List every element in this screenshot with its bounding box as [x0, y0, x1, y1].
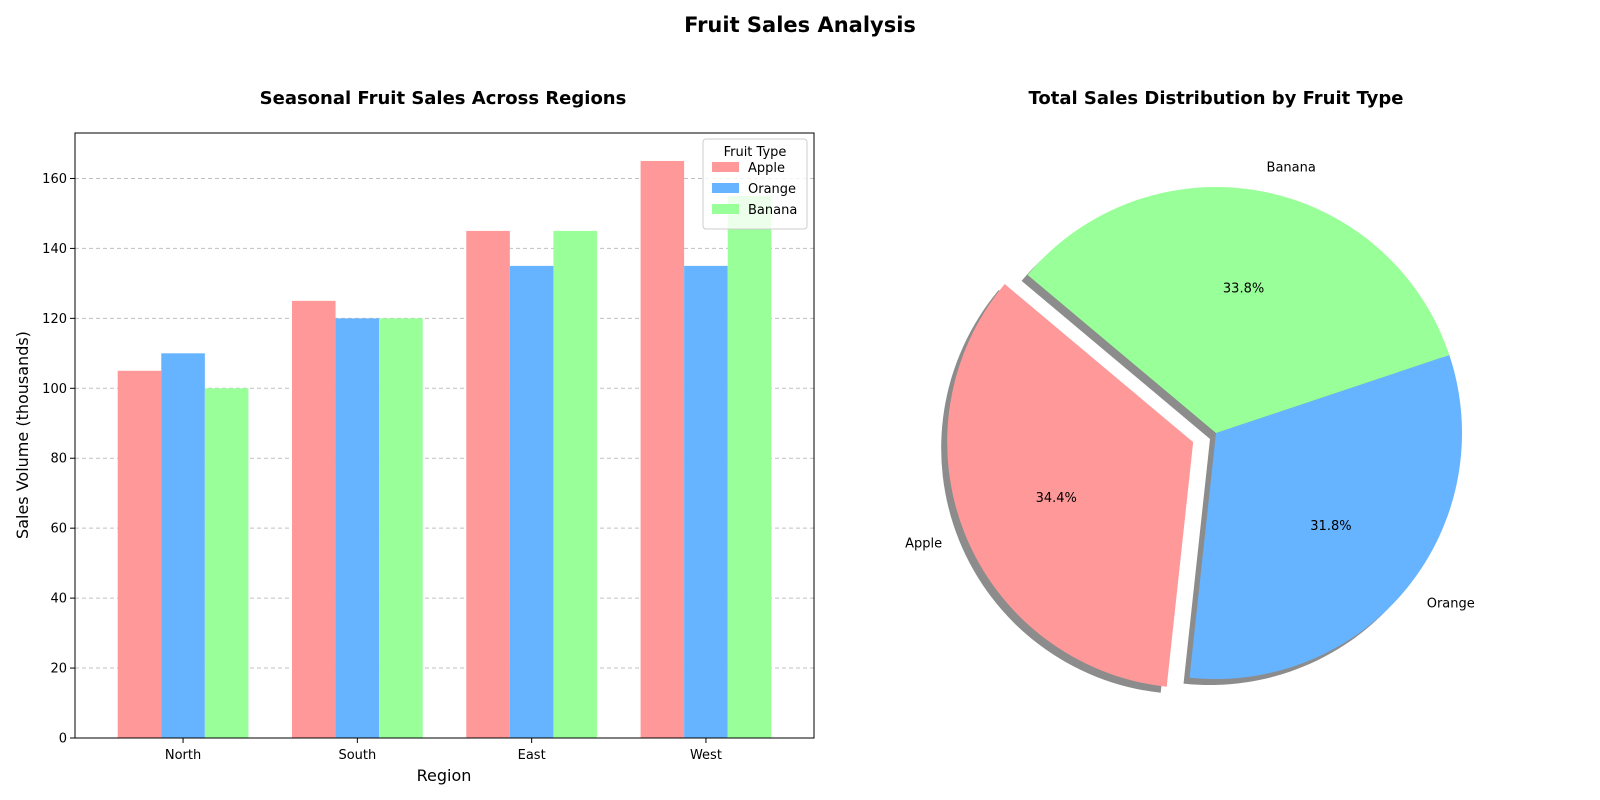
bar-orange-north — [161, 353, 205, 738]
y-tick-label: 0 — [59, 732, 67, 747]
bar-banana-west — [727, 195, 772, 738]
pie-chart-wedges — [947, 186, 1463, 687]
x-tick-label-east: East — [518, 748, 546, 763]
pie-label-apple: Apple — [905, 537, 942, 552]
x-tick-label-south: South — [338, 748, 376, 763]
pie-percent-apple: 34.4% — [1036, 491, 1077, 506]
bar-apple-west — [640, 160, 685, 739]
bar-chart-y-ticks: 0 20 40 60 80 100 120 140 160 — [42, 172, 75, 747]
pie-chart-labels: Apple 34.4% Orange 31.8% Banana 33.8% — [905, 161, 1475, 612]
legend-label-orange: Orange — [748, 182, 796, 197]
legend-label-banana: Banana — [748, 203, 797, 218]
x-tick-label-north: North — [165, 748, 201, 763]
pie-label-orange: Orange — [1427, 596, 1475, 611]
y-tick-label: 80 — [50, 452, 67, 467]
pie-label-banana: Banana — [1267, 161, 1316, 176]
pie-wedge-banana — [1027, 186, 1450, 433]
bar-chart-frame — [74, 132, 815, 739]
bar-orange-west — [684, 265, 728, 738]
y-tick-label: 120 — [42, 312, 67, 327]
y-tick-label: 100 — [42, 382, 67, 397]
pie-percent-orange: 31.8% — [1310, 519, 1351, 534]
bar-apple-north — [117, 370, 162, 738]
bar-chart-x-ticks: North South East West — [165, 738, 722, 763]
pie-wedge-apple — [947, 284, 1194, 687]
bar-banana-south — [379, 318, 423, 738]
figure-suptitle: Fruit Sales Analysis — [684, 13, 916, 37]
pie-percent-banana: 33.8% — [1223, 281, 1264, 296]
y-tick-label: 160 — [42, 172, 67, 187]
legend-label-apple: Apple — [748, 161, 785, 176]
bar-chart-title: Seasonal Fruit Sales Across Regions — [260, 88, 627, 109]
y-tick-label: 60 — [50, 522, 67, 537]
y-tick-label: 20 — [50, 662, 67, 677]
bar-apple-east — [466, 230, 510, 739]
legend-title: Fruit Type — [724, 145, 787, 160]
y-tick-label: 40 — [50, 592, 67, 607]
bar-orange-east — [509, 265, 554, 738]
y-tick-label: 140 — [42, 242, 67, 257]
pie-chart-title: Total Sales Distribution by Fruit Type — [1028, 88, 1403, 109]
legend-swatch-apple — [712, 162, 739, 172]
legend-swatch-orange — [712, 183, 739, 193]
bar-banana-north — [204, 388, 249, 738]
bar-orange-south — [335, 318, 380, 738]
x-tick-label-west: West — [690, 748, 722, 763]
pie-chart: Total Sales Distribution by Fruit Type A… — [905, 88, 1475, 693]
bar-chart-legend: Fruit Type Apple Orange Banana — [702, 138, 808, 230]
bar-banana-east — [553, 230, 598, 739]
legend-swatch-banana — [712, 204, 739, 214]
bar-chart-bars — [117, 160, 772, 739]
bar-chart-y-axis-label: Sales Volume (thousands) — [13, 331, 32, 539]
bar-apple-south — [291, 300, 336, 738]
pie-wedge-orange — [1189, 355, 1463, 679]
bar-chart: Seasonal Fruit Sales Across Regions 0 20 4… — [13, 88, 815, 785]
legend-entries: Apple Orange Banana — [712, 161, 797, 218]
bar-chart-x-axis-label: Region — [417, 766, 472, 785]
